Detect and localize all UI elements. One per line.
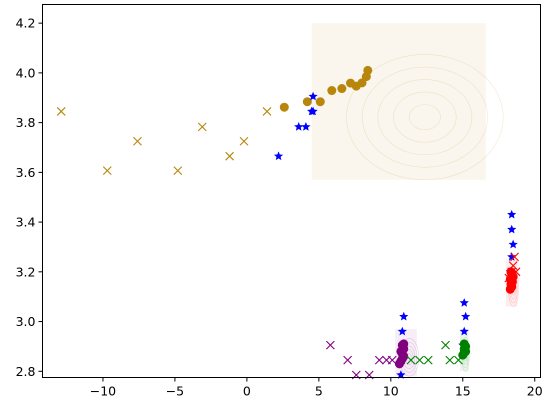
scatter-point-star — [397, 326, 407, 336]
scatter-point-x — [173, 166, 183, 175]
y-tick-label: 4.0 — [16, 65, 36, 80]
scatter-point-star — [308, 91, 318, 101]
x-tick-label: −10 — [90, 384, 116, 399]
y-tick-label: 3.6 — [16, 165, 36, 180]
y-tick-label: 3.2 — [16, 264, 36, 279]
y-tick-label: 3.8 — [16, 115, 36, 130]
y-tick-label: 2.8 — [16, 364, 36, 379]
data-marks — [56, 65, 521, 380]
scatter-point-star — [399, 311, 409, 321]
x-tick-label: 0 — [243, 384, 251, 399]
scatter-point-star — [507, 252, 517, 261]
x-tick-label: 20 — [527, 384, 543, 399]
x-tick-label: 5 — [315, 384, 323, 399]
x-axis: −10 −5 0 5 10 15 20 — [90, 377, 543, 399]
scatter-point-star — [301, 122, 311, 131]
density-contour — [361, 66, 488, 168]
scatter-point-circle — [327, 86, 337, 96]
scatter-point-star — [308, 106, 318, 116]
scatter-point-circle — [279, 102, 289, 112]
x-tick-label: −5 — [166, 384, 184, 399]
scatter-point-star — [507, 209, 517, 219]
scatter-point-circle — [459, 339, 469, 349]
scatter-point-x — [343, 355, 353, 365]
scatter-point-x — [133, 136, 142, 146]
y-tick-label: 3.4 — [16, 215, 36, 230]
x-tick-label: 10 — [383, 384, 399, 399]
scatter-point-x — [441, 340, 450, 350]
y-tick-label: 3.0 — [16, 314, 36, 329]
density-contour — [393, 91, 457, 143]
x-tick-label: 15 — [455, 384, 471, 399]
scatter-point-circle — [506, 267, 516, 277]
scatter-point-x — [56, 107, 66, 116]
plot-frame — [42, 4, 541, 378]
scatter-point-circle — [399, 339, 409, 349]
y-axis: 2.8 3.0 3.2 3.4 3.6 3.8 4.0 4.2 — [16, 16, 43, 379]
scatter-point-x — [225, 151, 234, 161]
scatter-point-star — [396, 370, 406, 379]
scatter-point-x — [423, 355, 433, 365]
scatter-point-x — [325, 340, 335, 350]
scatter-point-star — [507, 224, 517, 234]
scatter-point-star — [461, 311, 471, 321]
scatter-point-x — [415, 355, 424, 365]
scatter-point-circle — [302, 97, 312, 107]
scatter-point-x — [374, 355, 384, 365]
scatter-point-x — [406, 355, 416, 365]
scatter-point-star — [508, 239, 518, 249]
scatter-point-star — [294, 122, 304, 131]
density-contour — [377, 79, 473, 156]
y-tick-label: 4.2 — [16, 16, 36, 31]
density-region — [311, 23, 486, 180]
scatter-point-x — [445, 355, 455, 365]
scatter-point-circle — [315, 97, 325, 107]
density-layer — [311, 23, 519, 377]
density-contour — [408, 104, 441, 130]
scatter-point-x — [510, 252, 519, 262]
scatter-point-x — [262, 107, 272, 116]
scatter-point-circle — [363, 65, 373, 75]
scatter-point-star — [459, 326, 469, 336]
scatter-point-x — [387, 355, 397, 365]
scatter-point-x — [197, 122, 207, 132]
scatter-point-x — [239, 136, 249, 146]
density-contour — [346, 54, 504, 181]
scatter-point-star — [273, 151, 284, 161]
scatter-point-x — [102, 166, 112, 175]
scatter-point-star — [459, 298, 469, 307]
scatter-point-circle — [337, 84, 347, 94]
